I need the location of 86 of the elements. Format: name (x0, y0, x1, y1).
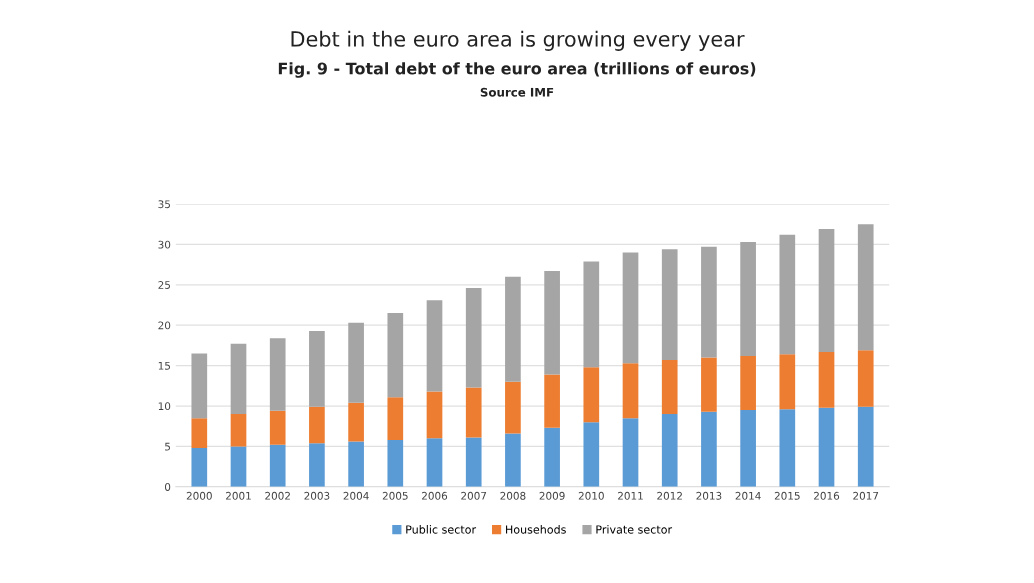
y-tick-label: 25 (158, 281, 171, 289)
legend-label: Private sector (596, 525, 673, 534)
y-tick-label: 15 (158, 361, 171, 370)
bar (269, 444, 286, 487)
bar (191, 418, 208, 449)
bar (622, 418, 639, 487)
y-tick-label: 20 (158, 321, 171, 330)
bar (701, 357, 717, 412)
bar (622, 252, 639, 364)
bar (230, 343, 247, 415)
bar (701, 411, 717, 487)
bar (857, 406, 874, 487)
x-tick-label: 2003 (304, 491, 330, 500)
bar (857, 350, 874, 407)
bar (544, 427, 560, 487)
bar (348, 322, 364, 403)
y-tick-label: 10 (158, 402, 171, 411)
bar (701, 246, 717, 358)
bar (505, 381, 521, 434)
bar (309, 406, 325, 444)
bar (857, 224, 874, 351)
x-tick-label: 2005 (382, 491, 408, 500)
bar (230, 414, 247, 447)
x-tick-label: 2011 (618, 491, 643, 500)
bar (505, 433, 521, 487)
x-tick-label: 2016 (814, 491, 840, 500)
bar (779, 409, 796, 487)
x-tick-label: 2006 (422, 491, 448, 500)
x-tick-label: 2017 (853, 491, 879, 500)
x-tick-label: 2009 (539, 491, 565, 500)
x-tick-label: 2002 (265, 491, 290, 500)
bar (661, 414, 678, 487)
bar (465, 437, 482, 487)
y-tick-label: 30 (158, 240, 171, 249)
legend-label: Househods (506, 525, 566, 534)
y-tick-label: 0 (164, 483, 171, 491)
source-note: Source IMF (480, 87, 554, 97)
bar (740, 355, 756, 411)
bar (779, 354, 796, 410)
x-tick-label: 2015 (774, 491, 800, 500)
bar (740, 410, 756, 487)
bar (387, 397, 404, 440)
bar (309, 443, 325, 487)
bar (426, 438, 443, 487)
bar (387, 439, 404, 487)
bar (230, 446, 247, 487)
bar (348, 441, 364, 487)
x-tick-label: 2014 (735, 491, 761, 500)
bar (465, 288, 482, 388)
bar (779, 234, 796, 355)
bar (387, 313, 404, 398)
bar (269, 338, 286, 411)
bar (309, 330, 325, 407)
bar (426, 391, 443, 439)
bar (505, 276, 521, 382)
bar (269, 410, 286, 445)
bar (818, 407, 835, 487)
bar (191, 448, 208, 487)
bar (426, 300, 443, 392)
bar (191, 353, 208, 419)
bar (661, 249, 678, 360)
bar (818, 229, 835, 352)
x-tick-label: 2013 (696, 491, 722, 500)
bar (740, 242, 756, 356)
x-tick-label: 2012 (657, 491, 682, 500)
chart-title: Debt in the euro area is growing every year (291, 30, 745, 51)
bar (544, 374, 560, 428)
bar (544, 271, 560, 375)
x-tick-label: 2004 (343, 491, 369, 500)
x-tick-label: 2008 (500, 491, 526, 500)
x-tick-label: 2001 (226, 491, 251, 500)
bar (661, 359, 678, 415)
x-tick-label: 2000 (186, 491, 212, 500)
y-tick-label: 35 (158, 200, 171, 209)
x-tick-label: 2010 (578, 491, 604, 500)
bar (622, 363, 639, 419)
legend-label: Public sector (406, 525, 477, 534)
bar (583, 367, 600, 423)
x-tick-label: 2007 (461, 491, 487, 500)
bar (348, 402, 364, 442)
bar (465, 387, 482, 438)
bar (818, 351, 835, 408)
bar (583, 261, 600, 368)
bar (583, 422, 600, 487)
y-tick-label: 5 (165, 442, 171, 451)
chart-subtitle: Fig. 9 - Total debt of the euro area (trillions of euros) (278, 62, 756, 78)
